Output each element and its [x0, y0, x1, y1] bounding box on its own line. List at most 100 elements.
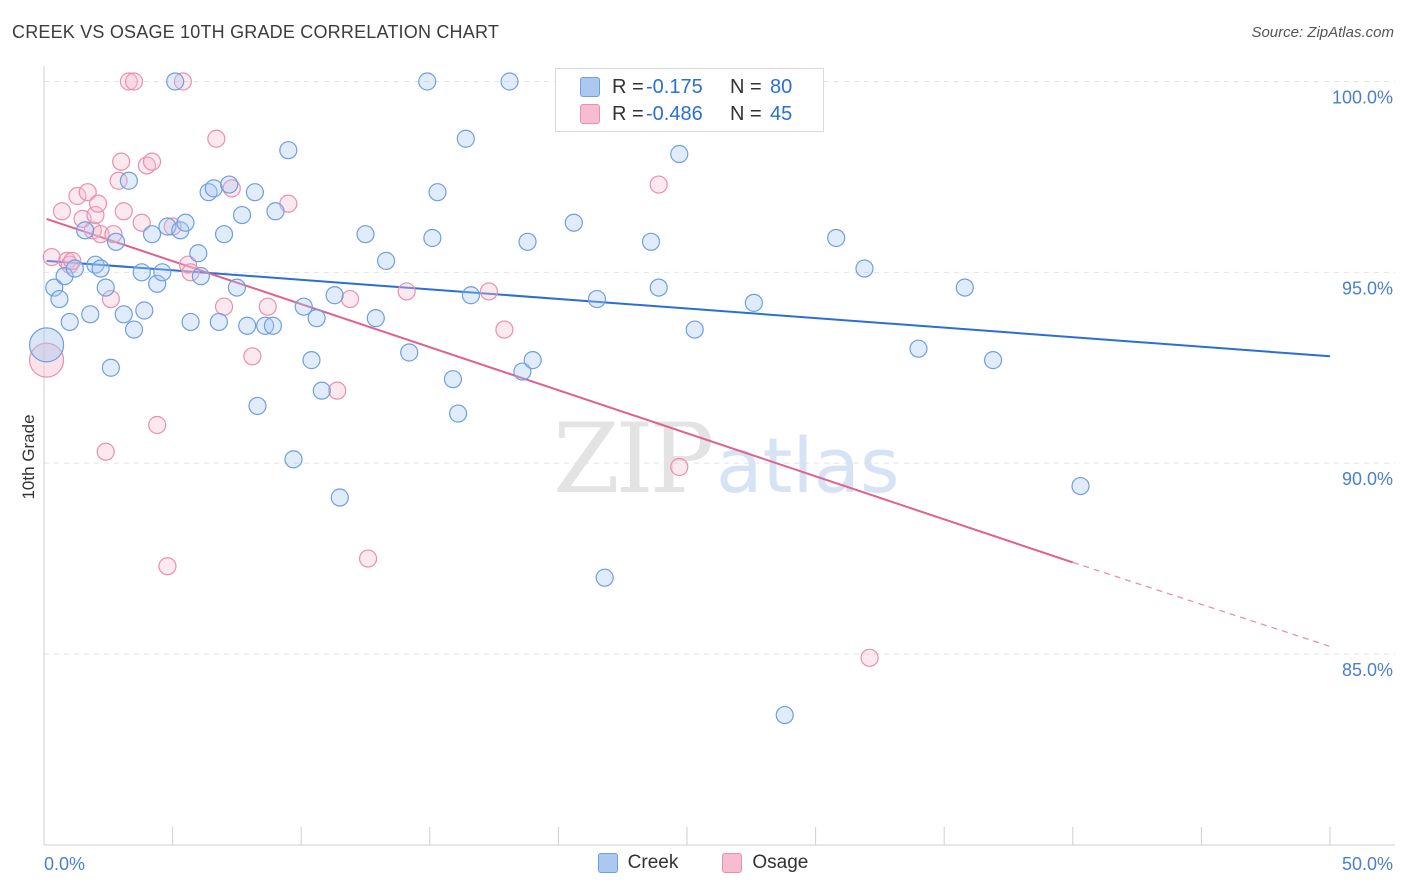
creek-point: [595, 568, 614, 587]
creek-point: [153, 263, 172, 282]
creek-point: [124, 320, 144, 339]
creek-point: [114, 305, 133, 324]
creek-point: [248, 396, 267, 416]
trend-lines: [46, 217, 1331, 647]
osage-point: [132, 213, 151, 232]
creek-point: [443, 370, 463, 389]
gridlines: [44, 81, 1395, 655]
osage-point: [328, 381, 347, 400]
creek-point: [523, 351, 542, 370]
creek-point: [106, 232, 126, 251]
watermark-zip: ZIP: [553, 403, 712, 515]
creek-point: [955, 278, 974, 297]
creek-point: [983, 351, 1003, 370]
creek-point: [45, 278, 64, 297]
creek-point: [744, 293, 763, 312]
osage-trend-extension: [1072, 561, 1331, 647]
axes: [43, 66, 1395, 846]
creek-point: [302, 351, 321, 370]
osage-point: [207, 129, 226, 148]
y-tick-label: 90.0%: [1342, 469, 1393, 489]
creek-point: [245, 183, 265, 202]
creek-point: [376, 251, 396, 270]
creek-point: [256, 316, 275, 335]
creek-point: [101, 358, 120, 377]
creek-point: [232, 205, 252, 225]
creek-point: [428, 183, 447, 202]
osage-n-label: N =: [730, 102, 762, 125]
osage-point: [670, 457, 689, 477]
creek-legend-swatch: [597, 853, 618, 873]
creek-point: [418, 72, 437, 91]
osage-point: [68, 186, 87, 206]
osage-point: [243, 347, 262, 366]
series-legend: Creek Osage: [0, 852, 1406, 874]
legend-row-creek: R = -0.175 N = 80: [580, 73, 792, 101]
y-tick-labels: 100.0% 95.0% 90.0% 85.0%: [1332, 88, 1393, 681]
creek-point: [670, 144, 689, 164]
watermark-atlas: atlas: [716, 421, 900, 510]
creek-point: [176, 213, 195, 232]
osage-point: [112, 152, 131, 171]
osage-n-value: 45: [770, 102, 793, 125]
creek-point: [366, 309, 385, 328]
osage-point: [88, 194, 108, 213]
x-tick-label: 50.0%: [1342, 854, 1393, 874]
osage-legend-swatch: [722, 853, 743, 873]
creek-point: [909, 339, 928, 358]
chart-title: CREEK VS OSAGE 10TH GRADE CORRELATION CH…: [12, 22, 500, 42]
osage-swatch: [580, 104, 600, 124]
creek-point: [81, 305, 100, 324]
osage-point: [119, 72, 138, 91]
creek-point: [135, 301, 154, 320]
creek-point: [400, 343, 419, 362]
creek-point: [641, 232, 661, 251]
creek-swatch: [580, 77, 600, 97]
osage-point: [148, 415, 167, 435]
creek-point: [685, 320, 704, 339]
creek-point: [119, 171, 138, 190]
osage-point: [42, 247, 61, 267]
creek-r-label: R =: [612, 75, 644, 98]
x-tick-label: 0.0%: [44, 854, 85, 874]
creek-point: [518, 232, 537, 251]
osage-point: [28, 342, 65, 378]
creek-legend-label: Creek: [627, 852, 679, 873]
creek-point: [448, 404, 468, 423]
creek-point: [227, 278, 246, 297]
osage-point: [495, 320, 514, 339]
creek-point: [284, 450, 303, 469]
creek-point: [500, 72, 519, 91]
creek-point: [191, 267, 210, 286]
y-axis-label: 10th Grade: [19, 414, 38, 499]
creek-point: [325, 286, 344, 305]
legend-item-creek: Creek: [597, 852, 679, 874]
creek-point: [775, 705, 794, 725]
creek-point: [827, 228, 846, 248]
source-label: Source: ZipAtlas.com: [1251, 24, 1394, 41]
creek-point: [189, 244, 208, 263]
x-tick-labels: 0.0% 50.0%: [44, 854, 1393, 874]
creek-trend-line: [46, 259, 1331, 358]
creek-r-value: -0.175: [646, 75, 703, 98]
osage-point: [214, 297, 234, 316]
creek-point: [330, 488, 349, 507]
osage-point: [86, 205, 105, 225]
osage-point: [173, 72, 192, 91]
osage-point: [78, 183, 97, 202]
creek-point: [142, 225, 162, 244]
osage-point: [142, 152, 162, 171]
legend-row-osage: R = -0.486 N = 45: [580, 100, 792, 128]
osage-point: [96, 442, 115, 461]
osage-point: [158, 557, 177, 576]
creek-point: [55, 267, 74, 286]
creek-point: [132, 263, 151, 282]
osage-point: [181, 263, 200, 282]
creek-point: [294, 297, 313, 316]
osage-point: [114, 202, 133, 221]
creek-point: [220, 175, 239, 194]
creek-point: [423, 228, 442, 248]
osage-point: [52, 202, 72, 221]
osage-point: [479, 282, 499, 301]
